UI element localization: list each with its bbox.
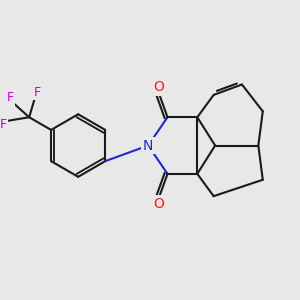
Text: N: N [143,139,153,152]
Text: F: F [34,86,41,99]
Text: F: F [0,118,7,131]
Text: F: F [6,92,14,104]
Text: O: O [154,80,165,94]
Text: O: O [154,196,165,211]
